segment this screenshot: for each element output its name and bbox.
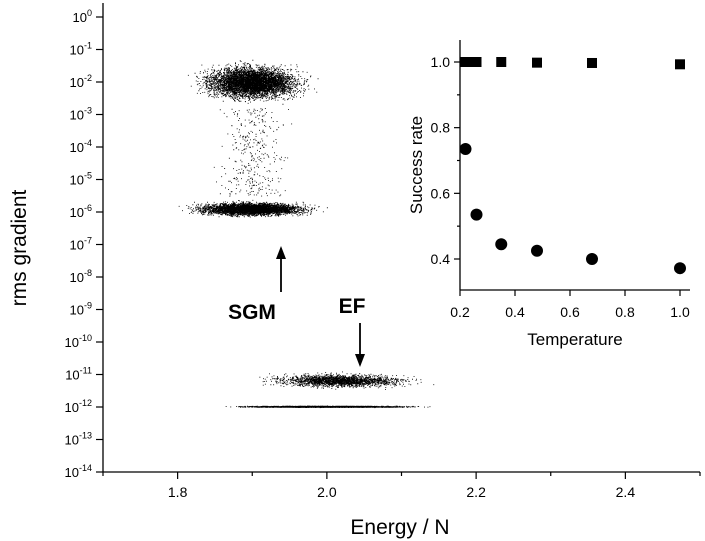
sgm-arrow (276, 246, 286, 292)
inset-square-point (532, 57, 542, 68)
sgm-annotation-label: SGM (228, 301, 276, 324)
inset-circle-point (459, 143, 472, 156)
main-x-axis-label: Energy / N (350, 516, 449, 539)
inset-x-tick-label: 0.4 (505, 304, 525, 320)
main-y-tick-label: 100 (73, 8, 92, 25)
inset-square-point (587, 57, 597, 68)
main-y-tick-label: 10-4 (70, 138, 92, 155)
inset-circle-point (586, 253, 598, 265)
inset-circle-point (470, 208, 483, 221)
main-y-tick-label: 10-13 (65, 431, 92, 448)
main-x-ticks: 1.8 2.0 2.2 2.4 (102, 472, 701, 500)
inset-y-tick-label: 0.6 (431, 185, 451, 201)
annotations: SGM EF (228, 246, 366, 367)
main-y-tick-label: 10-2 (70, 73, 92, 90)
inset-y-tick-label: 0.4 (431, 251, 451, 267)
inset-x-tick-label: 1.0 (670, 304, 690, 320)
inset-square-point (466, 57, 476, 67)
inset-y-tick-label: 0.8 (431, 120, 451, 136)
main-y-tick-label: 10-14 (65, 463, 92, 480)
inset-circle-point (674, 262, 686, 275)
inset-x-ticks: 0.2 0.4 0.6 0.8 1.0 (450, 290, 690, 320)
ef-annotation-label: EF (339, 295, 366, 318)
main-y-axis-label: rms gradient (8, 189, 31, 306)
main-y-tick-label: 10-5 (70, 171, 92, 188)
inset-square-point (460, 57, 471, 67)
main-y-tick-label: 10-1 (70, 41, 92, 58)
main-y-tick-label: 10-6 (70, 203, 92, 220)
main-y-tick-label: 10-12 (65, 398, 92, 415)
inset-data-points (459, 57, 686, 275)
main-x-tick-label: 2.0 (317, 484, 337, 500)
main-x-tick-label: 2.4 (616, 484, 636, 500)
inset-y-tick-label: 1.0 (431, 54, 451, 70)
main-y-ticks: 100 10-1 10-2 10-3 10-4 10-5 10-6 10-7 10-8 10-9 1… (65, 8, 103, 480)
inset-plot: 0.4 0.6 0.8 1.0 0.2 0.4 0.6 0.8 1.0 Temperature… (407, 40, 690, 349)
main-y-tick-label: 10-8 (70, 268, 92, 285)
inset-y-ticks: 0.4 0.6 0.8 1.0 (431, 54, 460, 267)
main-y-tick-label: 10-7 (70, 236, 92, 253)
main-x-tick-label: 2.2 (466, 484, 486, 500)
main-y-tick-label: 10-11 (65, 366, 92, 383)
inset-x-tick-label: 0.2 (450, 304, 470, 320)
inset-x-tick-label: 0.6 (560, 304, 580, 320)
main-y-tick-label: 10-9 (70, 301, 92, 318)
main-plot: 100 10-1 10-2 10-3 10-4 10-5 10-6 10-7 10-8 10-9 1… (8, 3, 701, 539)
inset-circle-point (531, 244, 543, 257)
inset-y-axis-label: Success rate (407, 116, 426, 214)
main-y-tick-label: 10-10 (65, 333, 92, 350)
inset-circle-point (495, 238, 508, 251)
ef-arrow (355, 323, 365, 367)
main-scatter-points (178, 59, 435, 409)
inset-square-point (675, 59, 685, 70)
inset-x-tick-label: 0.8 (615, 304, 635, 320)
inset-x-axis-label: Temperature (527, 330, 622, 349)
main-y-tick-label: 10-3 (70, 106, 92, 123)
main-x-tick-label: 1.8 (168, 484, 188, 500)
inset-square-point (496, 57, 507, 67)
inset-square-point (471, 57, 482, 67)
inset-background (460, 40, 690, 310)
scatter-points-path (178, 59, 435, 409)
